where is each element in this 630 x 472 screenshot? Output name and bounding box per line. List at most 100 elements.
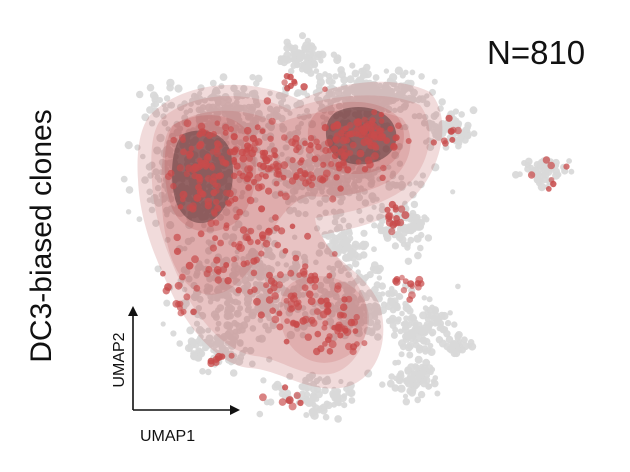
background-cell-point — [335, 102, 343, 110]
clone-cell-point — [250, 269, 258, 277]
background-cell-point — [413, 180, 419, 186]
background-cell-point — [431, 78, 438, 85]
background-cell-point — [378, 282, 386, 290]
background-cell-point — [304, 158, 313, 167]
background-cell-point — [199, 328, 206, 334]
background-cell-point — [136, 90, 144, 99]
background-cell-point — [356, 173, 364, 181]
background-cell-point — [315, 390, 323, 399]
clone-cell-point — [190, 308, 197, 316]
background-cell-point — [315, 72, 324, 81]
background-cell-point — [301, 64, 309, 72]
background-cell-point — [341, 402, 348, 409]
clone-cell-point — [354, 118, 363, 126]
background-cell-point — [228, 116, 234, 123]
background-cell-point — [302, 376, 309, 384]
background-cell-point — [379, 217, 386, 225]
background-cell-point — [252, 197, 259, 203]
background-cell-point — [396, 232, 403, 239]
clone-cell-point — [291, 80, 298, 87]
background-cell-point — [124, 141, 133, 150]
clone-cell-point — [308, 181, 315, 189]
background-cell-point — [326, 265, 332, 271]
clone-cell-point — [337, 324, 346, 332]
clone-cell-point — [210, 173, 219, 181]
clone-cell-point — [271, 280, 278, 287]
background-cell-point — [386, 379, 395, 388]
background-cell-point — [366, 89, 372, 95]
clone-cell-point — [192, 163, 200, 172]
clone-cell-point — [331, 152, 339, 160]
clone-cell-point — [430, 139, 437, 146]
background-cell-point — [319, 189, 325, 195]
background-cell-point — [170, 330, 177, 337]
background-cell-point — [154, 265, 162, 273]
clone-cell-point — [372, 144, 380, 151]
clone-cell-point — [227, 126, 234, 133]
clone-cell-point — [353, 313, 360, 321]
background-cell-point — [411, 113, 418, 120]
background-cell-point — [291, 58, 298, 64]
clone-cell-point — [231, 256, 237, 263]
background-cell-point — [236, 104, 244, 112]
background-cell-point — [334, 415, 342, 423]
clone-cell-point — [222, 129, 229, 136]
clone-cell-point — [330, 123, 338, 130]
background-cell-point — [199, 104, 207, 111]
background-cell-point — [358, 217, 365, 224]
background-cell-point — [232, 298, 239, 306]
background-cell-point — [415, 334, 424, 343]
background-cell-point — [229, 369, 238, 377]
background-cell-point — [266, 251, 275, 260]
background-cell-point — [197, 84, 205, 92]
clone-cell-point — [247, 238, 254, 246]
background-cell-point — [370, 197, 376, 204]
background-cell-point — [417, 244, 424, 252]
clone-cell-point — [380, 164, 387, 172]
clone-cell-point — [191, 255, 199, 264]
background-cell-point — [321, 386, 329, 395]
background-cell-point — [237, 340, 244, 347]
background-cell-point — [351, 304, 359, 312]
background-cell-point — [267, 123, 275, 131]
clone-cell-point — [253, 297, 261, 306]
background-cell-point — [414, 366, 420, 372]
clone-cell-point — [236, 244, 245, 252]
background-cell-point — [418, 73, 425, 80]
background-cell-point — [229, 233, 238, 242]
clone-cell-point — [371, 152, 379, 160]
clone-cell-point — [350, 318, 359, 326]
background-cell-point — [312, 89, 321, 97]
background-cell-point — [310, 385, 318, 394]
background-cell-point — [423, 325, 432, 334]
clone-cell-point — [276, 310, 283, 317]
background-cell-point — [313, 292, 319, 299]
clone-cell-point — [349, 141, 357, 149]
background-cell-point — [320, 114, 326, 120]
background-cell-point — [219, 73, 228, 81]
background-cell-point — [343, 386, 349, 392]
background-cell-point — [236, 328, 242, 335]
background-cell-point — [206, 227, 213, 234]
background-cell-point — [248, 360, 256, 368]
background-cell-point — [326, 290, 334, 298]
background-cell-point — [235, 279, 242, 287]
background-cell-point — [240, 189, 246, 196]
clone-cell-point — [284, 318, 290, 324]
background-cell-point — [398, 174, 405, 181]
clone-cell-point — [333, 174, 340, 181]
clone-count-label: N=810 — [487, 34, 586, 71]
background-cell-point — [400, 223, 409, 232]
background-cell-point — [154, 184, 162, 192]
background-cell-point — [455, 142, 462, 150]
clone-cell-point — [343, 328, 352, 337]
clone-cell-point — [397, 205, 406, 213]
background-cell-point — [398, 180, 406, 189]
background-cell-point — [207, 299, 214, 305]
background-cell-point — [193, 269, 201, 277]
background-cell-point — [252, 80, 260, 87]
background-cell-point — [242, 346, 249, 353]
background-cell-point — [417, 390, 426, 399]
background-cell-point — [409, 69, 416, 76]
background-cell-point — [340, 217, 347, 224]
